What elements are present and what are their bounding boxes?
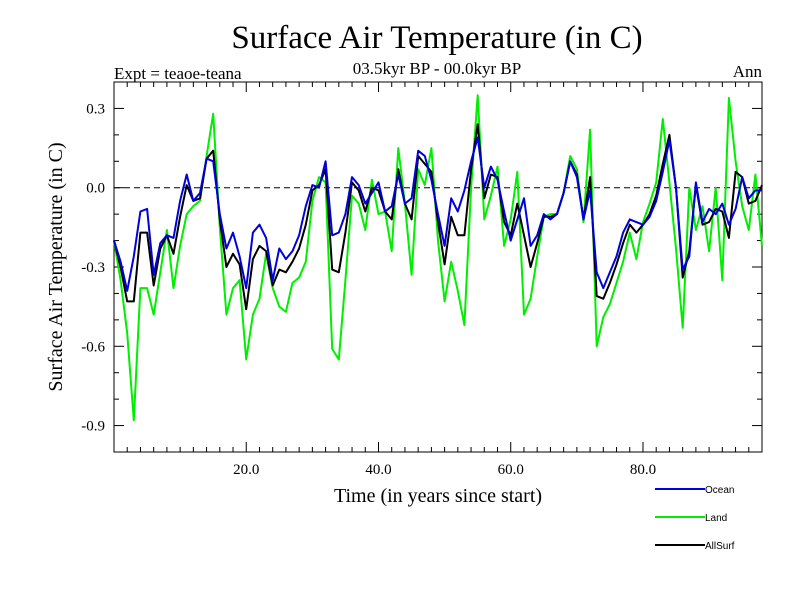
y-tick-label: -0.3: [81, 260, 105, 276]
legend-label-land: Land: [705, 513, 727, 524]
period-label: Ann: [733, 62, 763, 81]
y-axis-label: Surface Air Temperature (in C): [45, 142, 67, 391]
x-tick-label: 20.0: [233, 462, 259, 478]
series-line-allsurf: [113, 123, 763, 311]
legend: Ocean Land AllSurf: [655, 485, 735, 552]
x-tick-label: 40.0: [365, 462, 391, 478]
legend-label-ocean: Ocean: [705, 485, 734, 496]
chart-title: Surface Air Temperature (in C): [231, 20, 642, 56]
x-tick-label: 80.0: [630, 462, 656, 478]
series-lines: [113, 94, 763, 422]
x-tick-label: 60.0: [498, 462, 524, 478]
series-line-ocean: [113, 136, 762, 292]
series-line-land: [113, 94, 763, 422]
experiment-label: Expt = teaoe-teana: [114, 64, 242, 83]
y-tick-label: 0.0: [86, 181, 105, 197]
y-tick-label: 0.3: [86, 101, 105, 117]
y-tick-label: -0.9: [81, 419, 105, 435]
legend-label-allsurf: AllSurf: [705, 541, 735, 552]
chart-subtitle: 03.5kyr BP - 00.0kyr BP: [353, 59, 521, 78]
x-axis-label: Time (in years since start): [334, 485, 542, 507]
y-tick-label: -0.6: [81, 339, 105, 355]
